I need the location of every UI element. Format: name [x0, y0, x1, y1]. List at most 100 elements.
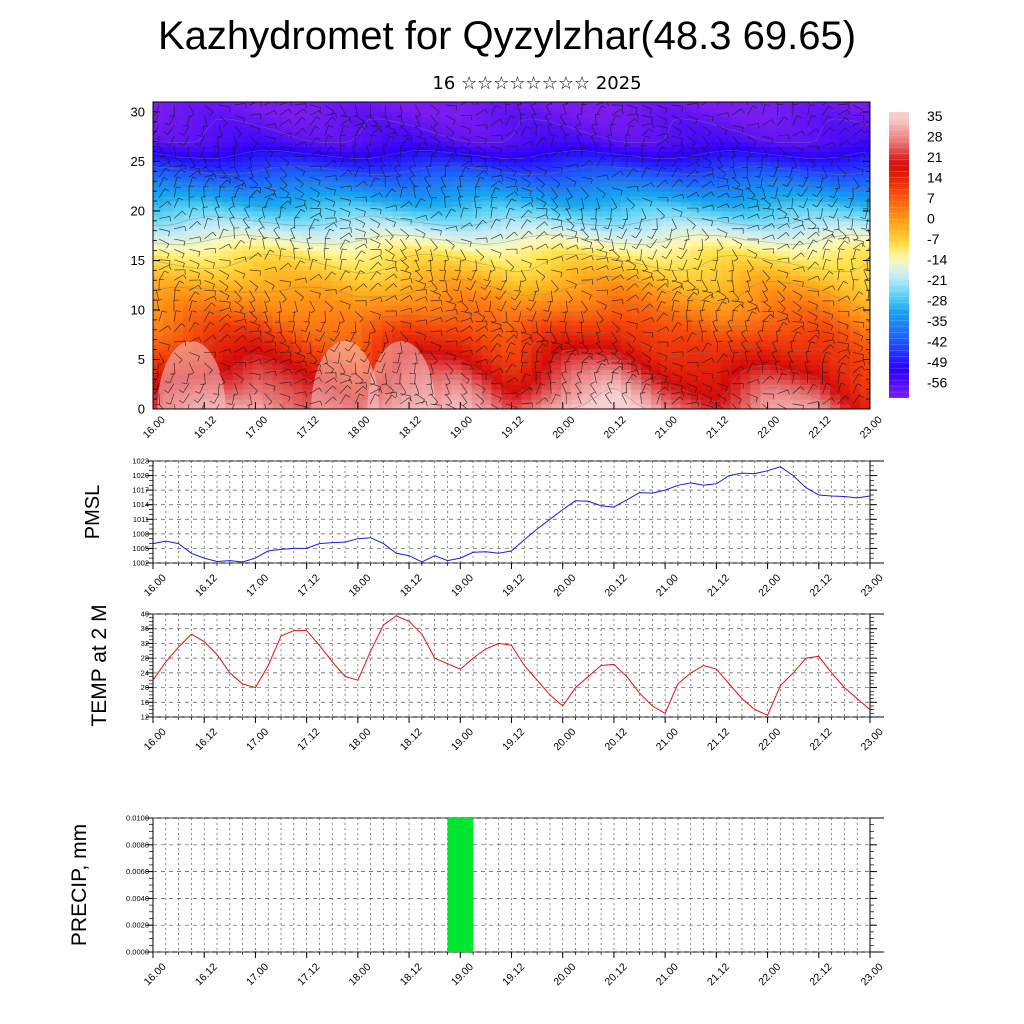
heatmap-cell — [860, 314, 870, 321]
heatmap-cell — [601, 334, 612, 341]
wind-barb-shaft — [187, 403, 190, 409]
heatmap-cell — [411, 319, 423, 326]
wind-barb-flag — [289, 358, 293, 364]
wind-barb-flag — [243, 313, 246, 319]
wind-barb-shaft — [249, 300, 256, 311]
heatmap-cell — [621, 186, 632, 192]
heatmap-cell — [531, 220, 542, 227]
heatmap-cell — [242, 290, 254, 296]
heatmap-cell — [451, 156, 463, 163]
heatmap-cell — [182, 171, 194, 177]
heatmap-cell — [511, 106, 523, 113]
heatmap-cell — [511, 156, 523, 163]
heatmap-cell — [382, 210, 393, 217]
heatmap-cell — [860, 210, 870, 217]
heatmap-cell — [491, 136, 503, 143]
heatmap-cell — [421, 349, 433, 356]
heatmap-cell — [631, 265, 642, 271]
heatmap-cell — [830, 255, 841, 262]
heatmap-cell — [292, 339, 303, 346]
heatmap-cell — [401, 102, 413, 108]
heatmap-cell — [372, 220, 383, 227]
heatmap-cell — [481, 344, 493, 351]
heatmap-cell — [242, 111, 254, 118]
heatmap-cell — [650, 176, 662, 182]
heatmap-cell — [591, 324, 602, 331]
heatmap-cell — [850, 196, 861, 202]
heatmap-cell — [451, 245, 463, 252]
heatmap-cell — [222, 166, 234, 172]
heatmap-cell — [820, 106, 831, 113]
heatmap-cell — [680, 136, 692, 143]
heatmap-cell — [720, 205, 732, 212]
wind-barb-shaft — [264, 383, 276, 387]
heatmap-cell — [601, 131, 612, 138]
heatmap-cell — [780, 215, 791, 222]
heatmap-cell — [521, 220, 533, 227]
heatmap-cell — [601, 290, 612, 296]
heatmap-cell — [491, 116, 503, 123]
heatmap-cell — [830, 141, 841, 148]
heatmap-cell — [362, 285, 373, 291]
heatmap-cell — [770, 220, 781, 227]
page-subtitle: 16 ☆☆☆☆☆☆☆☆ 2025 — [432, 73, 642, 94]
heatmap-cell — [740, 106, 752, 113]
wind-barb-flag — [210, 172, 214, 178]
heatmap-cell — [401, 275, 413, 281]
heatmap-cell — [153, 126, 164, 133]
heatmap-cell — [840, 136, 851, 143]
heatmap-cell — [322, 131, 333, 138]
heatmap-cell — [252, 116, 264, 123]
heatmap-cell — [302, 354, 313, 361]
heatmap-cell — [631, 141, 642, 148]
heatmap-cell — [501, 106, 513, 113]
heatmap-cell — [690, 121, 702, 128]
heatmap-cell — [660, 399, 672, 405]
heatmap-cell — [660, 275, 672, 281]
heatmap-cell — [481, 404, 493, 409]
heatmap-cell — [810, 349, 821, 356]
heatmap-cell — [571, 314, 582, 321]
heatmap-cell — [362, 102, 373, 108]
heatmap-cell — [521, 309, 533, 316]
heatmap-cell — [252, 404, 264, 409]
heatmap-cell — [302, 285, 313, 291]
wind-barb-shaft — [204, 247, 216, 250]
heatmap-cell — [621, 166, 632, 172]
heatmap-cell — [591, 305, 602, 311]
heatmap-cell — [232, 384, 244, 390]
heatmap-cell — [451, 389, 463, 395]
heatmap-cell — [421, 300, 433, 306]
heatmap-cell — [461, 270, 473, 276]
heatmap-cell — [710, 126, 722, 133]
heatmap-cell — [302, 220, 313, 227]
heatmap-cell — [162, 290, 174, 296]
heatmap-cell — [441, 280, 453, 286]
heatmap-cell — [800, 126, 811, 133]
heatmap-cell — [621, 260, 632, 267]
heatmap-cell — [601, 314, 612, 321]
heatmap-cell — [830, 196, 841, 202]
heatmap-cell — [382, 270, 393, 276]
heatmap-cell — [700, 245, 712, 252]
heatmap-cell — [262, 265, 274, 271]
wind-barb-shaft — [187, 146, 190, 158]
heatmap-cell — [750, 404, 762, 409]
heatmap-cell — [262, 319, 274, 326]
heatmap-cell — [561, 201, 572, 207]
heatmap-cell — [650, 151, 662, 158]
wind-barb-shaft — [158, 167, 166, 178]
heatmap-cell — [670, 240, 682, 247]
heatmap-cell — [392, 275, 403, 281]
heatmap-cell — [860, 349, 870, 356]
heatmap-cell — [571, 334, 582, 341]
heatmap-cell — [750, 156, 762, 163]
heatmap-cell — [581, 319, 592, 326]
heatmap-cell — [760, 324, 772, 331]
heatmap-cell — [730, 240, 742, 247]
heatmap-cell — [740, 349, 752, 356]
heatmap-cell — [441, 389, 453, 395]
heatmap-cells — [153, 102, 870, 409]
heatmap-cell — [561, 186, 572, 192]
heatmap-cell — [770, 314, 781, 321]
